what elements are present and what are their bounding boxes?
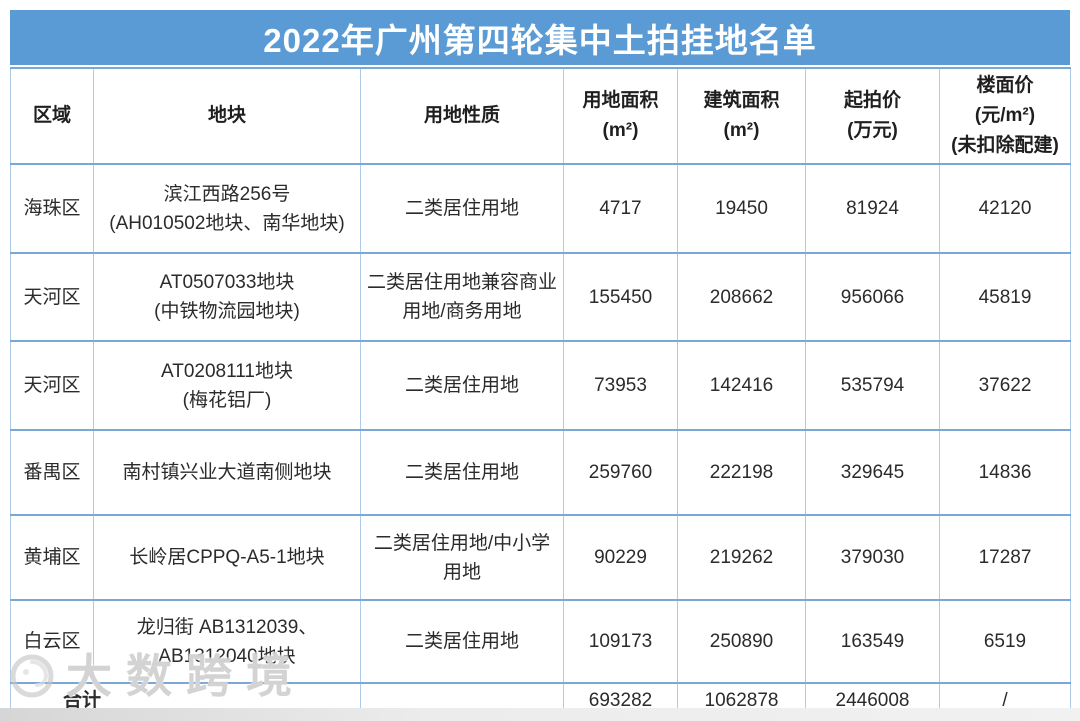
cell-plot: 南村镇兴业大道南侧地块 <box>93 429 361 516</box>
column-header-nature: 用地性质 <box>360 67 564 165</box>
column-header-region: 区域 <box>10 67 94 165</box>
cell-plot: AT0208111地块 (梅花铝厂) <box>93 340 361 431</box>
table-row: 黄埔区 长岭居CPPQ-A5-1地块 二类居住用地/中小学用地 90229 21… <box>10 514 1071 601</box>
cell-build-area: 142416 <box>677 340 806 431</box>
cell-nature: 二类居住用地 <box>360 599 564 684</box>
cell-region: 海珠区 <box>10 163 94 254</box>
cell-land-area: 90229 <box>563 514 678 601</box>
cell-nature: 二类居住用地兼容商业用地/商务用地 <box>360 252 564 342</box>
cell-start-price: 329645 <box>805 429 940 516</box>
table-row: 白云区 龙归街 AB1312039、 AB1312040地块 二类居住用地 10… <box>10 599 1071 684</box>
land-auction-table: 区域 地块 用地性质 用地面积 (m²) 建筑面积 (m²) 起拍价 (万元) … <box>10 67 1071 721</box>
column-header-floor-price: 楼面价 (元/m²) (未扣除配建) <box>939 67 1071 165</box>
table-header-row: 区域 地块 用地性质 用地面积 (m²) 建筑面积 (m²) 起拍价 (万元) … <box>10 67 1071 165</box>
cell-start-price: 535794 <box>805 340 940 431</box>
table-row: 海珠区 滨江西路256号 (AH010502地块、南华地块) 二类居住用地 47… <box>10 163 1071 254</box>
cell-nature: 二类居住用地 <box>360 163 564 254</box>
table-row: 天河区 AT0208111地块 (梅花铝厂) 二类居住用地 73953 1424… <box>10 340 1071 431</box>
cell-build-area: 250890 <box>677 599 806 684</box>
cell-floor-price: 14836 <box>939 429 1071 516</box>
column-header-plot: 地块 <box>93 67 361 165</box>
cell-build-area: 219262 <box>677 514 806 601</box>
cell-land-area: 155450 <box>563 252 678 342</box>
cell-floor-price: 17287 <box>939 514 1071 601</box>
table-row: 天河区 AT0507033地块 (中铁物流园地块) 二类居住用地兼容商业用地/商… <box>10 252 1071 342</box>
cell-floor-price: 42120 <box>939 163 1071 254</box>
page-title: 2022年广州第四轮集中土拍挂地名单 <box>263 21 817 59</box>
cell-region: 番禺区 <box>10 429 94 516</box>
cell-land-area: 259760 <box>563 429 678 516</box>
cell-land-area: 109173 <box>563 599 678 684</box>
cell-floor-price: 45819 <box>939 252 1071 342</box>
cell-plot: AT0507033地块 (中铁物流园地块) <box>93 252 361 342</box>
column-header-land-area: 用地面积 (m²) <box>563 67 678 165</box>
cell-start-price: 956066 <box>805 252 940 342</box>
cell-land-area: 4717 <box>563 163 678 254</box>
cell-build-area: 208662 <box>677 252 806 342</box>
cell-floor-price: 37622 <box>939 340 1071 431</box>
cell-region: 天河区 <box>10 340 94 431</box>
cell-nature: 二类居住用地 <box>360 429 564 516</box>
cell-plot: 龙归街 AB1312039、 AB1312040地块 <box>93 599 361 684</box>
column-header-build-area: 建筑面积 (m²) <box>677 67 806 165</box>
cell-region: 天河区 <box>10 252 94 342</box>
cell-start-price: 379030 <box>805 514 940 601</box>
cell-land-area: 73953 <box>563 340 678 431</box>
cell-plot: 滨江西路256号 (AH010502地块、南华地块) <box>93 163 361 254</box>
column-header-start-price: 起拍价 (万元) <box>805 67 940 165</box>
cell-start-price: 81924 <box>805 163 940 254</box>
cell-floor-price: 6519 <box>939 599 1071 684</box>
cell-start-price: 163549 <box>805 599 940 684</box>
cell-region: 黄埔区 <box>10 514 94 601</box>
cell-plot: 长岭居CPPQ-A5-1地块 <box>93 514 361 601</box>
table-title-banner: 2022年广州第四轮集中土拍挂地名单 <box>10 10 1070 65</box>
cell-nature: 二类居住用地/中小学用地 <box>360 514 564 601</box>
cell-nature: 二类居住用地 <box>360 340 564 431</box>
page-bottom-shadow <box>0 708 1080 721</box>
table-row: 番禺区 南村镇兴业大道南侧地块 二类居住用地 259760 222198 329… <box>10 429 1071 516</box>
cell-region: 白云区 <box>10 599 94 684</box>
cell-build-area: 222198 <box>677 429 806 516</box>
cell-build-area: 19450 <box>677 163 806 254</box>
